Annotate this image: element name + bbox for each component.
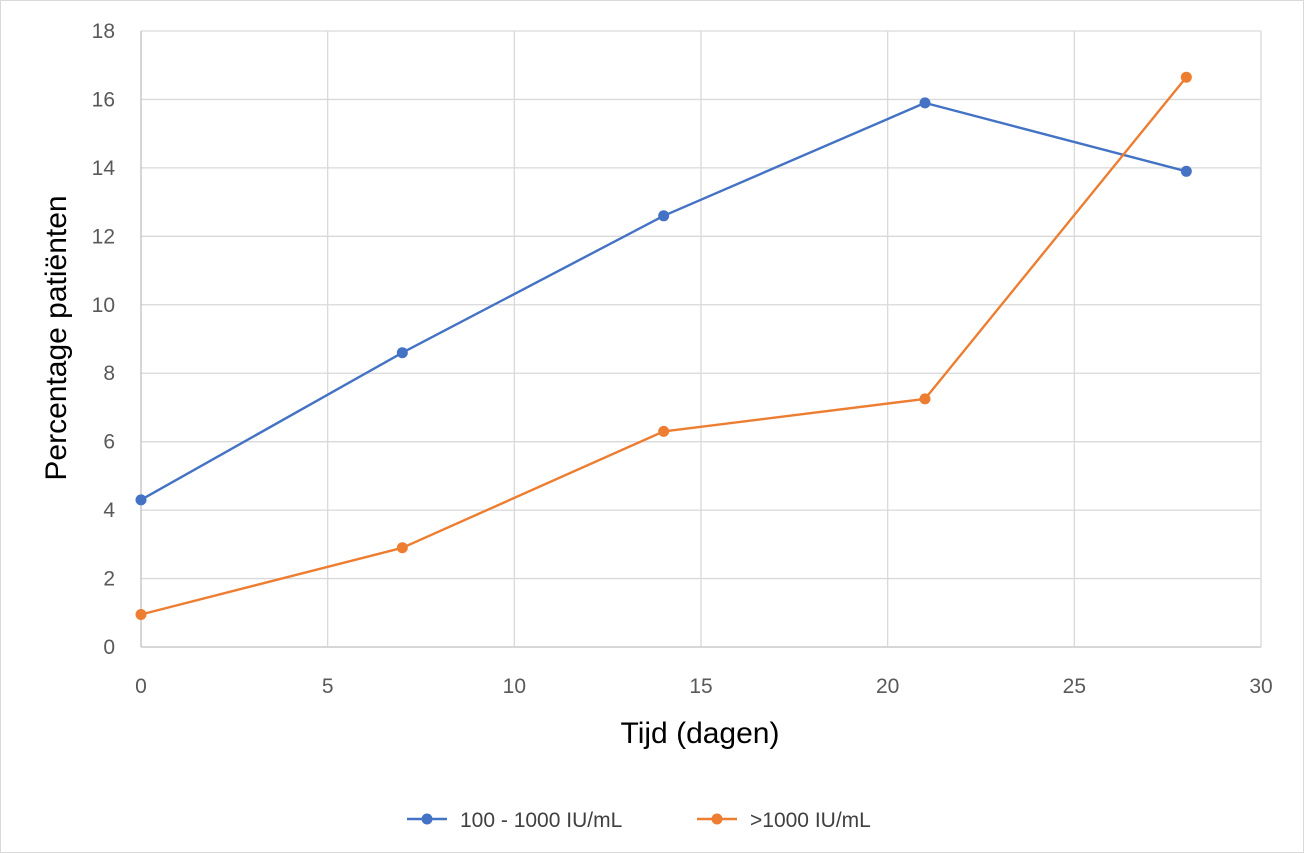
gridlines bbox=[140, 30, 1262, 648]
y-tick-label: 6 bbox=[103, 431, 115, 454]
y-axis-title: Percentage patiënten bbox=[40, 195, 73, 480]
y-tick-label: 10 bbox=[92, 294, 115, 317]
data-point bbox=[1180, 71, 1192, 83]
x-tick-label: 10 bbox=[503, 675, 526, 698]
y-tick-label: 4 bbox=[103, 499, 115, 522]
data-point bbox=[919, 97, 931, 109]
x-tick-label: 15 bbox=[689, 675, 712, 698]
x-tick-label: 25 bbox=[1063, 675, 1086, 698]
x-tick-labels: 0 5 10 15 20 25 30 bbox=[135, 675, 1273, 698]
series-line bbox=[140, 76, 1188, 616]
y-tick-label: 12 bbox=[92, 225, 115, 248]
series-layer bbox=[135, 71, 1192, 620]
x-tick-label: 30 bbox=[1249, 675, 1272, 698]
y-tick-labels: 0 2 4 6 8 10 12 14 16 18 bbox=[92, 20, 116, 659]
data-point bbox=[396, 542, 408, 554]
series-line bbox=[140, 101, 1187, 501]
y-tick-label: 14 bbox=[92, 157, 116, 180]
y-tick-label: 16 bbox=[92, 88, 115, 111]
x-tick-label: 0 bbox=[135, 675, 147, 698]
y-tick-label: 2 bbox=[103, 568, 115, 591]
data-point bbox=[396, 347, 408, 359]
legend: 100 - 1000 IU/mL >1000 IU/mL bbox=[407, 809, 871, 832]
data-point bbox=[919, 393, 931, 405]
legend-marker bbox=[711, 813, 723, 825]
data-point bbox=[658, 425, 670, 437]
x-tick-label: 20 bbox=[876, 675, 899, 698]
y-tick-label: 0 bbox=[103, 636, 115, 659]
data-point bbox=[1180, 165, 1192, 177]
x-tick-label: 5 bbox=[322, 675, 334, 698]
data-point bbox=[135, 608, 147, 620]
x-axis-title: Tijd (dagen) bbox=[621, 717, 780, 750]
y-tick-label: 18 bbox=[92, 20, 115, 43]
data-point bbox=[135, 494, 147, 506]
legend-label: >1000 IU/mL bbox=[750, 809, 871, 832]
y-tick-label: 8 bbox=[103, 362, 115, 385]
data-point bbox=[658, 210, 670, 222]
legend-label: 100 - 1000 IU/mL bbox=[460, 809, 622, 832]
legend-marker bbox=[421, 813, 433, 825]
